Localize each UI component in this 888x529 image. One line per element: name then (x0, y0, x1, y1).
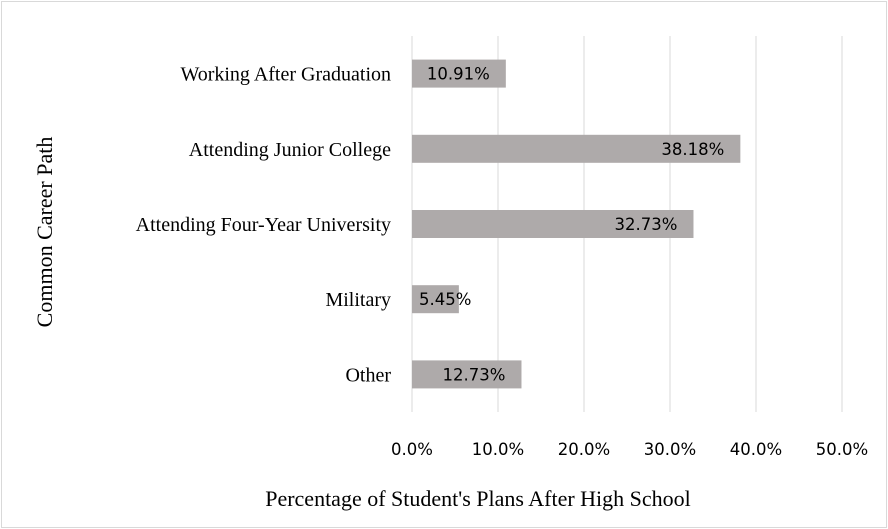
x-axis-title: Percentage of Student's Plans After High… (265, 486, 691, 511)
x-tick-label: 30.0% (644, 440, 696, 459)
bar (412, 210, 694, 238)
category-label: Military (325, 289, 391, 311)
category-labels: Working After Graduation Attending Junior… (136, 64, 392, 387)
data-label: 10.91% (427, 65, 490, 84)
x-tick-label: 50.0% (816, 440, 868, 459)
bar (412, 285, 459, 314)
bar (412, 360, 522, 389)
x-tick-label: 40.0% (730, 440, 782, 459)
gridlines (411, 36, 843, 412)
x-tick-label: 10.0% (472, 440, 524, 459)
data-label: 12.73% (443, 365, 506, 384)
bar (412, 134, 741, 163)
bar (412, 59, 506, 88)
category-label: Attending Four-Year University (136, 214, 391, 236)
category-label: Working After Graduation (180, 64, 391, 86)
x-tick-label: 0.0% (391, 440, 433, 459)
category-label: Attending Junior College (189, 139, 391, 161)
data-label: 32.73% (615, 215, 678, 234)
bars: 10.91% 38.18% 32.73% 5.45% 12.73% (412, 59, 741, 389)
data-label: 5.45% (419, 290, 471, 309)
category-label: Other (345, 364, 391, 386)
y-axis-title: Common Career Path (32, 137, 57, 328)
x-tick-labels: 0.0% 10.0% 20.0% 30.0% 40.0% 50.0% (391, 440, 868, 459)
x-tick-label: 20.0% (558, 440, 610, 459)
data-label: 38.18% (661, 140, 724, 159)
